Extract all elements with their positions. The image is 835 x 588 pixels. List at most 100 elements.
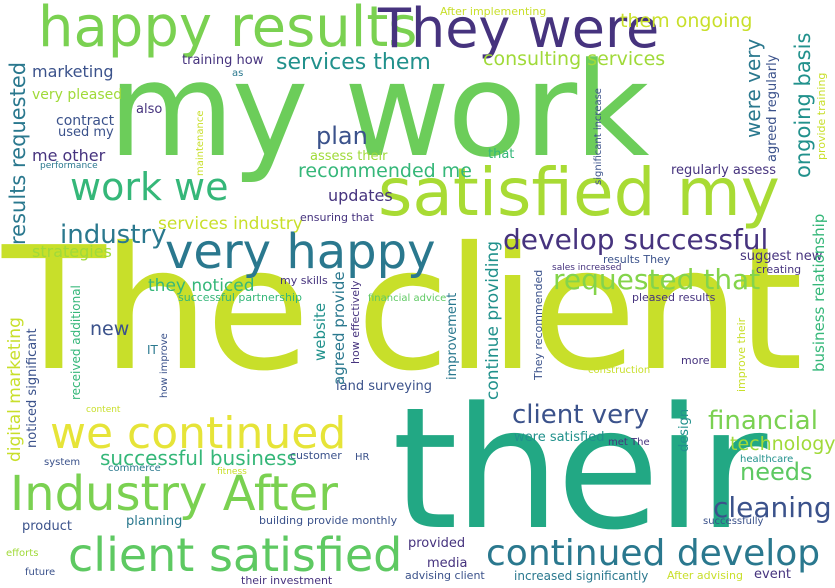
word-continue-providing: continue providing <box>483 241 503 400</box>
word-work-we: work we <box>70 165 229 209</box>
word-we-continued: we continued <box>50 408 347 459</box>
word-marketing: marketing <box>32 62 114 81</box>
word-requested-that: requested that <box>553 263 761 296</box>
word-maintenance: maintenance <box>195 110 206 176</box>
word-also: also <box>136 102 163 117</box>
word-efforts: efforts <box>6 548 39 559</box>
word-their-investment: their investment <box>241 574 333 587</box>
word-financial-advice: financial advice <box>368 293 447 304</box>
word-increased-significantly: increased significantly <box>514 569 649 583</box>
word-met-the: met The <box>608 437 650 448</box>
word-improve-their: improve their <box>735 317 748 392</box>
word-their: their <box>392 371 767 567</box>
word-the-client: The client <box>2 211 803 409</box>
word-advising-client: advising client <box>405 569 485 582</box>
word-they-were: They were <box>378 0 660 60</box>
word-provide-monthly: provide monthly <box>307 514 398 527</box>
word-my-work: my work <box>108 34 649 186</box>
word-provide-training: provide training <box>815 72 828 160</box>
word-event: event <box>754 567 792 582</box>
word-client-satisfied: client satisfied <box>68 528 403 582</box>
word-suggest-new: suggest new <box>740 249 823 264</box>
word-digital-marketing: digital marketing <box>5 317 25 462</box>
word-client-very: client very <box>512 400 650 430</box>
word-successful-partnership: successful partnership <box>178 291 302 304</box>
word-provided: provided <box>408 536 466 551</box>
word-after-advising: After advising <box>667 569 743 582</box>
word-services-industry: services industry <box>158 214 303 234</box>
word-new: new <box>90 318 130 340</box>
word-were-satisfied: were satisfied <box>514 430 605 445</box>
word-how-effectively: how effectively <box>349 280 362 364</box>
word-they-recommended: They recommended <box>532 269 545 380</box>
word-agreed-provide: agreed provide <box>330 271 348 385</box>
word-happy-results: happy results <box>38 0 418 60</box>
word-contract: contract <box>56 113 115 129</box>
word-recommended-me: recommended me <box>298 160 472 182</box>
word-them-ongoing: them ongoing <box>620 10 753 32</box>
word-commerce: commerce <box>108 463 161 474</box>
word-creating: creating <box>756 263 802 276</box>
word-system: system <box>44 457 81 468</box>
word-more: more <box>681 354 710 367</box>
word-pleased-results: pleased results <box>632 291 716 304</box>
word-successfully: successfully <box>703 516 764 527</box>
word-technology: technology <box>730 433 835 455</box>
word-plan: plan <box>316 122 368 150</box>
word-ensuring-that: ensuring that <box>300 211 374 224</box>
word-were-very: were very <box>741 38 765 138</box>
word-agreed-regularly: agreed regularly <box>765 54 780 162</box>
word-land-surveying: land surveying <box>336 379 433 394</box>
word-significant-increase: significant increase <box>593 88 604 185</box>
word-design: design <box>677 408 692 452</box>
word-ongoing-basis: ongoing basis <box>791 32 815 178</box>
word-very-happy: very happy <box>165 224 436 280</box>
word-received-additional: received additional <box>69 285 83 400</box>
word-planning: planning <box>126 514 183 529</box>
word-business-relationship: business relationship <box>810 213 828 372</box>
word-assess-their: assess their <box>310 149 388 164</box>
word-needs: needs <box>740 458 813 486</box>
word-continued-develop: continued develop <box>486 533 821 574</box>
word-industry: industry <box>60 220 167 250</box>
word-customer: customer <box>290 449 342 462</box>
word-improvement: improvement <box>445 292 460 380</box>
word-media: media <box>427 556 468 571</box>
word-me-other: me other <box>32 146 106 165</box>
word-hr: HR <box>355 452 370 463</box>
word-as: as <box>232 68 244 79</box>
word-results-they: results They <box>603 253 671 266</box>
word-noticed-significant: noticed significant <box>25 328 40 448</box>
word-cleaning: cleaning <box>713 491 832 524</box>
word-financial: financial <box>708 406 818 436</box>
word-how-improve: how improve <box>159 333 170 398</box>
word-product: product <box>22 519 73 534</box>
word-my-skills: my skills <box>280 274 328 287</box>
word-industry-after: Industry After <box>10 466 338 522</box>
word-training-how: training how <box>182 53 264 68</box>
word-it: IT <box>147 343 158 357</box>
word-future: future <box>25 567 56 578</box>
word-they-noticed: they noticed <box>148 276 255 296</box>
word-very-pleased: very pleased <box>32 87 123 103</box>
word-healthcare: healthcare <box>740 454 794 465</box>
word-performance: performance <box>40 161 98 171</box>
word-building: building <box>259 514 304 527</box>
word-results-requested: results requested <box>6 61 30 245</box>
word-website: website <box>311 302 329 361</box>
word-construction: construction <box>588 365 651 376</box>
word-used-my: used my <box>58 125 114 140</box>
word-successful-business: successful business <box>100 446 298 470</box>
word-satisfied-my: satisfied my <box>378 154 780 231</box>
word-updates: updates <box>328 186 393 205</box>
word-after-implementing: After implementing <box>440 5 547 18</box>
word-content: content <box>86 405 121 415</box>
word-sales-increased: sales increased <box>552 263 622 273</box>
word-strategies: strategies <box>32 242 112 261</box>
word-develop-successful: develop successful <box>503 223 769 256</box>
word-services-them: services them <box>276 50 431 75</box>
word-fitness: fitness <box>217 467 247 477</box>
word-consulting-services: consulting services <box>483 48 666 70</box>
word-that: that <box>488 147 515 162</box>
